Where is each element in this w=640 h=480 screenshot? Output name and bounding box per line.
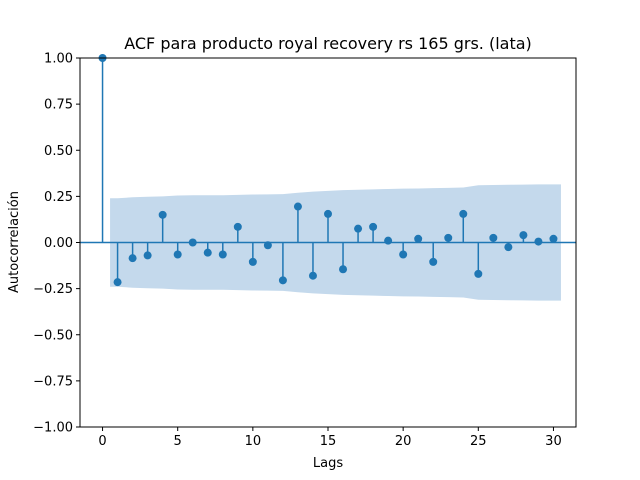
x-tick-label: 25 bbox=[470, 434, 487, 449]
acf-marker bbox=[354, 224, 363, 233]
acf-marker bbox=[263, 241, 272, 250]
acf-marker bbox=[188, 238, 197, 247]
acf-marker bbox=[173, 250, 182, 259]
y-tick-label: 0.75 bbox=[44, 98, 73, 113]
acf-marker bbox=[233, 222, 242, 231]
acf-marker bbox=[369, 222, 378, 231]
acf-marker bbox=[429, 257, 438, 266]
acf-marker bbox=[128, 254, 137, 263]
acf-marker bbox=[459, 209, 468, 218]
acf-marker bbox=[218, 250, 227, 259]
acf-marker bbox=[504, 243, 513, 252]
y-tick-label: 1.00 bbox=[44, 52, 73, 67]
acf-marker bbox=[324, 209, 332, 218]
y-tick-label: −0.50 bbox=[33, 328, 73, 343]
y-tick-label: −0.75 bbox=[33, 374, 73, 389]
y-tick-label: −1.00 bbox=[33, 421, 73, 436]
acf-marker bbox=[519, 231, 528, 240]
acf-marker bbox=[339, 265, 348, 274]
y-tick-label: −0.25 bbox=[33, 282, 73, 297]
acf-marker bbox=[158, 210, 167, 219]
x-axis-label: Lags bbox=[313, 456, 343, 471]
acf-marker bbox=[384, 236, 393, 245]
y-tick-label: 0.25 bbox=[44, 190, 73, 205]
y-tick-label: 0.00 bbox=[44, 236, 73, 251]
acf-marker bbox=[248, 257, 257, 266]
acf-marker bbox=[399, 250, 408, 259]
acf-marker bbox=[143, 251, 152, 260]
acf-marker bbox=[203, 248, 212, 257]
acf-marker bbox=[444, 233, 453, 242]
acf-marker bbox=[113, 278, 122, 287]
x-tick-label: 5 bbox=[174, 434, 182, 449]
x-tick-label: 15 bbox=[320, 434, 337, 449]
y-axis-label: Autocorrelación bbox=[7, 191, 22, 293]
x-ticks: 0 5 10 15 20 25 30 bbox=[98, 427, 562, 449]
y-ticks: −1.00 −0.75 −0.50 −0.25 0.00 0.25 0.50 0.75 1.00 bbox=[33, 52, 80, 436]
acf-marker bbox=[474, 269, 483, 278]
acf-marker bbox=[534, 237, 543, 246]
chart-title: ACF para producto royal recovery rs 165 … bbox=[124, 34, 532, 53]
acf-marker bbox=[293, 202, 302, 211]
x-tick-label: 20 bbox=[395, 434, 412, 449]
acf-marker bbox=[549, 234, 558, 243]
y-tick-label: 0.50 bbox=[44, 144, 73, 159]
acf-marker bbox=[414, 234, 423, 243]
x-tick-label: 0 bbox=[98, 434, 106, 449]
x-tick-label: 30 bbox=[545, 434, 562, 449]
acf-marker bbox=[308, 271, 317, 280]
stems-layer bbox=[98, 54, 558, 287]
acf-marker bbox=[278, 276, 287, 285]
acf-marker bbox=[489, 233, 498, 242]
x-tick-label: 10 bbox=[245, 434, 262, 449]
